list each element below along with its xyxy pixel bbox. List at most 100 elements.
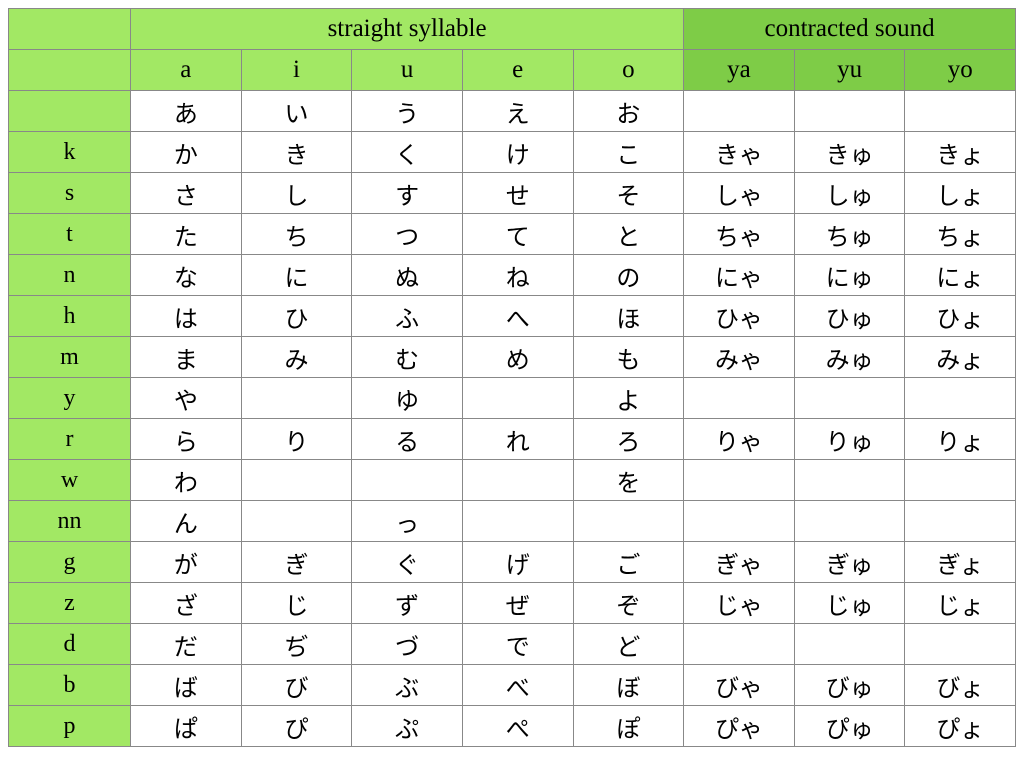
cell: む <box>352 337 463 378</box>
cell <box>352 460 463 501</box>
cell: の <box>573 255 684 296</box>
cell: にゅ <box>794 255 905 296</box>
cell: び <box>241 665 352 706</box>
cell: と <box>573 214 684 255</box>
row-header-h: h <box>9 296 131 337</box>
cell <box>905 378 1016 419</box>
table-row: pぱぴぷぺぽぴゃぴゅぴょ <box>9 706 1016 747</box>
cell: う <box>352 91 463 132</box>
cell <box>794 501 905 542</box>
cell: め <box>462 337 573 378</box>
table-row: zざじずぜぞじゃじゅじょ <box>9 583 1016 624</box>
cell: ぎゃ <box>684 542 795 583</box>
cell: だ <box>131 624 242 665</box>
cell: みゅ <box>794 337 905 378</box>
row-header-p: p <box>9 706 131 747</box>
cell: ひゅ <box>794 296 905 337</box>
cell: に <box>241 255 352 296</box>
cell: ん <box>131 501 242 542</box>
cell: わ <box>131 460 242 501</box>
col-header-yu: yu <box>794 50 905 91</box>
cell: ま <box>131 337 242 378</box>
cell: を <box>573 460 684 501</box>
table-row: tたちつてとちゃちゅちょ <box>9 214 1016 255</box>
cell: ろ <box>573 419 684 460</box>
cell: ざ <box>131 583 242 624</box>
cell <box>905 501 1016 542</box>
cell: み <box>241 337 352 378</box>
cell: ぐ <box>352 542 463 583</box>
table-row: gがぎぐげごぎゃぎゅぎょ <box>9 542 1016 583</box>
cell: た <box>131 214 242 255</box>
cell: す <box>352 173 463 214</box>
row-header-d: d <box>9 624 131 665</box>
cell: ぢ <box>241 624 352 665</box>
table-row: あいうえお <box>9 91 1016 132</box>
cell: や <box>131 378 242 419</box>
cell: お <box>573 91 684 132</box>
cell: ぶ <box>352 665 463 706</box>
table-row: kかきくけこきゃきゅきょ <box>9 132 1016 173</box>
cell: じゅ <box>794 583 905 624</box>
cell <box>905 460 1016 501</box>
cell: り <box>241 419 352 460</box>
cell <box>684 378 795 419</box>
cell: みゃ <box>684 337 795 378</box>
cell: か <box>131 132 242 173</box>
cell: ず <box>352 583 463 624</box>
cell <box>684 501 795 542</box>
cell: そ <box>573 173 684 214</box>
col-header-a: a <box>131 50 242 91</box>
cell: あ <box>131 91 242 132</box>
row-header-t: t <box>9 214 131 255</box>
cell: しょ <box>905 173 1016 214</box>
cell <box>684 91 795 132</box>
cell: びょ <box>905 665 1016 706</box>
table-row: nなにぬねのにゃにゅにょ <box>9 255 1016 296</box>
cell: ひ <box>241 296 352 337</box>
cell: しゃ <box>684 173 795 214</box>
cell: こ <box>573 132 684 173</box>
cell: ちょ <box>905 214 1016 255</box>
table-row: wわ を <box>9 460 1016 501</box>
category-straight: straight syllable <box>131 9 684 50</box>
row-header-b: b <box>9 665 131 706</box>
cell: にゃ <box>684 255 795 296</box>
cell: ぎ <box>241 542 352 583</box>
cell: よ <box>573 378 684 419</box>
cell: ぺ <box>462 706 573 747</box>
table-row: hはひふへほひゃひゅひょ <box>9 296 1016 337</box>
cell: ひょ <box>905 296 1016 337</box>
cell: ちゃ <box>684 214 795 255</box>
cell: も <box>573 337 684 378</box>
cell <box>905 91 1016 132</box>
row-header-s: s <box>9 173 131 214</box>
cell: ぴ <box>241 706 352 747</box>
cell: ぴょ <box>905 706 1016 747</box>
cell: ぴゅ <box>794 706 905 747</box>
row-header-k: k <box>9 132 131 173</box>
table-row: sさしすせそしゃしゅしょ <box>9 173 1016 214</box>
row-header-n: n <box>9 255 131 296</box>
header-row-columns: aiueoyayuyo <box>9 50 1016 91</box>
cell <box>241 378 352 419</box>
cell: ど <box>573 624 684 665</box>
cell: て <box>462 214 573 255</box>
cell: ゆ <box>352 378 463 419</box>
cell: ぴゃ <box>684 706 795 747</box>
cell: ご <box>573 542 684 583</box>
cell <box>794 624 905 665</box>
cell: っ <box>352 501 463 542</box>
cell: さ <box>131 173 242 214</box>
cell <box>462 378 573 419</box>
cell: きょ <box>905 132 1016 173</box>
table-row: rらりるれろりゃりゅりょ <box>9 419 1016 460</box>
cell: づ <box>352 624 463 665</box>
row-header-nn: nn <box>9 501 131 542</box>
row-header-w: w <box>9 460 131 501</box>
cell: で <box>462 624 573 665</box>
col-header-o: o <box>573 50 684 91</box>
cell: ぞ <box>573 583 684 624</box>
cell: が <box>131 542 242 583</box>
cell: は <box>131 296 242 337</box>
